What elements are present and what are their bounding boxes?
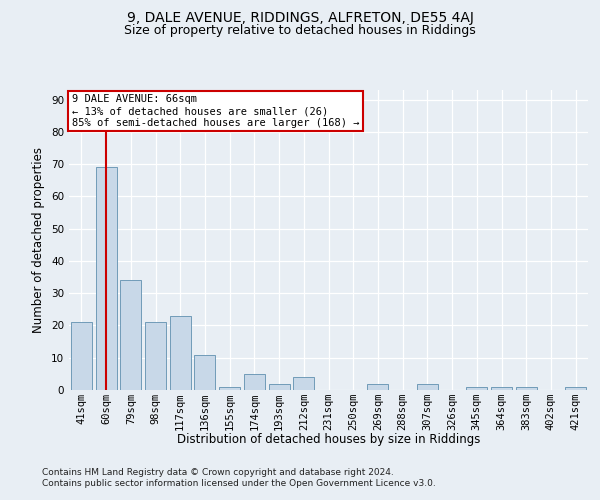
Bar — [145, 322, 166, 390]
Bar — [367, 384, 388, 390]
Bar — [491, 387, 512, 390]
Text: Size of property relative to detached houses in Riddings: Size of property relative to detached ho… — [124, 24, 476, 37]
Bar — [120, 280, 141, 390]
Y-axis label: Number of detached properties: Number of detached properties — [32, 147, 46, 333]
Bar — [95, 168, 116, 390]
Bar — [71, 322, 92, 390]
Bar — [293, 377, 314, 390]
Text: 9 DALE AVENUE: 66sqm
← 13% of detached houses are smaller (26)
85% of semi-detac: 9 DALE AVENUE: 66sqm ← 13% of detached h… — [71, 94, 359, 128]
Text: Distribution of detached houses by size in Riddings: Distribution of detached houses by size … — [177, 432, 481, 446]
Text: 9, DALE AVENUE, RIDDINGS, ALFRETON, DE55 4AJ: 9, DALE AVENUE, RIDDINGS, ALFRETON, DE55… — [127, 11, 473, 25]
Bar — [565, 387, 586, 390]
Text: Contains HM Land Registry data © Crown copyright and database right 2024.
Contai: Contains HM Land Registry data © Crown c… — [42, 468, 436, 487]
Bar — [516, 387, 537, 390]
Bar — [170, 316, 191, 390]
Bar — [269, 384, 290, 390]
Bar — [194, 354, 215, 390]
Bar — [219, 387, 240, 390]
Bar — [466, 387, 487, 390]
Bar — [244, 374, 265, 390]
Bar — [417, 384, 438, 390]
